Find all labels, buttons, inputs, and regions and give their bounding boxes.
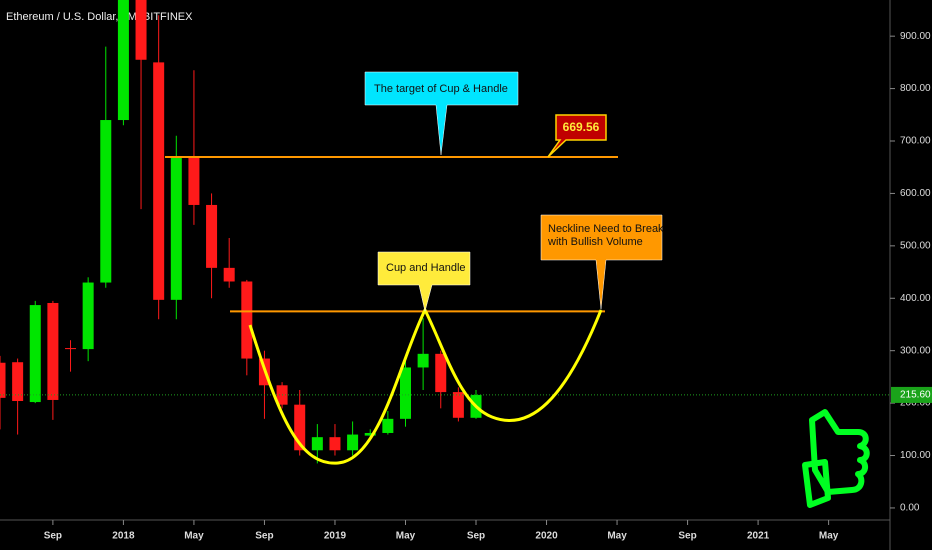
y-tick-label: 600.00 xyxy=(900,188,931,199)
x-tick-label: May xyxy=(396,531,416,542)
candle-body xyxy=(65,348,77,350)
y-tick-label: 800.00 xyxy=(900,83,931,94)
candle-body xyxy=(347,434,359,451)
y-tick-label: 900.00 xyxy=(900,31,931,42)
candle-body xyxy=(382,418,394,433)
thumbs-up-icon xyxy=(802,409,870,508)
x-tick-label: 2019 xyxy=(324,531,347,542)
candle-body xyxy=(170,156,182,300)
candle-body xyxy=(241,281,253,359)
callout-box xyxy=(377,251,471,312)
candle-body xyxy=(223,267,235,282)
callout-box xyxy=(540,214,663,310)
price-callout-text: 669.56 xyxy=(563,120,600,134)
y-tick-label: 500.00 xyxy=(900,240,931,251)
x-tick-label: Sep xyxy=(255,531,273,542)
y-tick-label: 700.00 xyxy=(900,136,931,147)
x-tick-label: 2018 xyxy=(112,531,135,542)
candle-body xyxy=(29,305,41,403)
cup-curve xyxy=(248,306,603,465)
x-tick-label: May xyxy=(607,531,627,542)
last-price-label: 215.60 xyxy=(900,390,931,401)
candle-body xyxy=(294,404,306,451)
candle-body xyxy=(417,353,429,368)
x-tick-label: 2020 xyxy=(535,531,558,542)
candle-body xyxy=(0,362,6,398)
candle-body xyxy=(100,120,112,283)
y-tick-label: 300.00 xyxy=(900,345,931,356)
candle-body xyxy=(329,437,341,451)
last-price-tag xyxy=(891,386,932,403)
x-tick-label: Sep xyxy=(44,531,62,542)
candle-body xyxy=(435,353,447,393)
callout-box xyxy=(364,71,519,155)
chart-title: Ethereum / U.S. Dollar, 1M, BITFINEX xyxy=(6,11,193,23)
y-tick-label: 200.00 xyxy=(900,398,931,409)
x-tick-label: May xyxy=(819,531,839,542)
callout-text: with Bullish Volume xyxy=(547,236,643,248)
callout-text: Neckline Need to Break xyxy=(548,223,664,235)
candle-body xyxy=(153,62,165,300)
x-tick-label: Sep xyxy=(467,531,485,542)
y-tick-label: 0.00 xyxy=(900,503,920,514)
x-tick-label: 2021 xyxy=(747,531,770,542)
candle-body xyxy=(452,392,464,418)
callout-text: The target of Cup & Handle xyxy=(374,83,508,95)
candle-body xyxy=(399,367,411,419)
candle-body xyxy=(311,437,323,451)
price-callout-box xyxy=(547,114,607,158)
annotations: The target of Cup & Handle 669.56 Cup and … xyxy=(364,71,664,312)
candle-body xyxy=(47,302,59,400)
callout-text: Cup and Handle xyxy=(386,262,466,274)
candle-body xyxy=(117,0,129,121)
y-tick-label: 100.00 xyxy=(900,450,931,461)
x-tick-label: Sep xyxy=(678,531,696,542)
candle-body xyxy=(12,362,24,402)
candle-body xyxy=(82,282,94,350)
y-tick-label: 400.00 xyxy=(900,293,931,304)
x-tick-label: May xyxy=(184,531,204,542)
candle-body xyxy=(206,204,218,268)
candle-body xyxy=(188,156,200,205)
candle-body xyxy=(135,0,147,60)
candle-body xyxy=(364,432,376,436)
